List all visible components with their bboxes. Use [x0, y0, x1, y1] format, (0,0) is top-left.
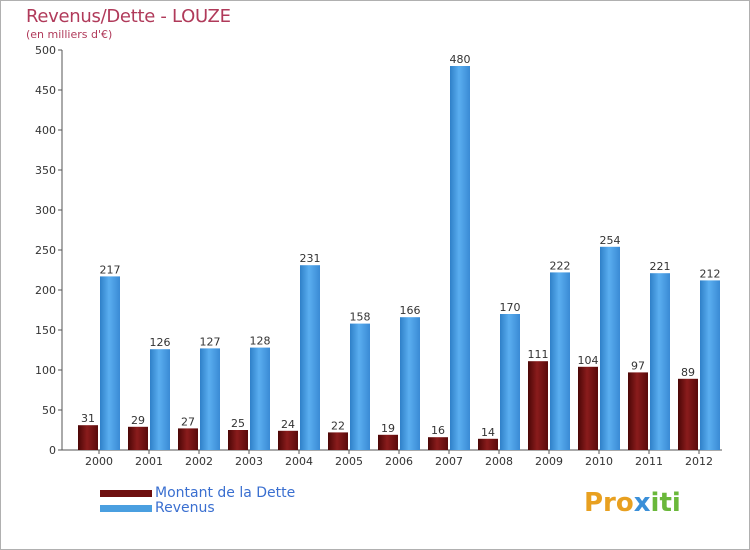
x-tick-label: 2007	[435, 455, 463, 468]
debt-bar-label: 19	[381, 422, 395, 435]
debt-bar-label: 27	[181, 415, 195, 428]
debt-bar	[278, 430, 298, 450]
legend-label-debt: Montant de la Dette	[155, 485, 296, 501]
debt-bar	[628, 372, 648, 450]
legend-swatch-revenue	[100, 504, 152, 512]
debt-bar	[528, 361, 548, 450]
debt-bar-label: 24	[281, 418, 295, 431]
revenue-bar	[450, 66, 470, 450]
chart-subtitle: (en milliers d'€)	[26, 28, 113, 41]
revenue-bar	[650, 273, 670, 450]
debt-bar-label: 89	[681, 366, 695, 379]
revenue-bar	[300, 265, 320, 450]
debt-bar-label: 104	[578, 354, 599, 367]
revenue-bar	[400, 317, 420, 450]
x-tick-label: 2004	[285, 455, 313, 468]
debt-bar-label: 31	[81, 412, 95, 425]
y-tick-label: 0	[49, 444, 56, 457]
y-tick-label: 50	[42, 404, 56, 417]
revenue-bar	[700, 280, 720, 450]
y-tick-label: 450	[35, 84, 56, 97]
debt-bar	[178, 428, 198, 450]
legend-swatch-debt	[100, 489, 152, 497]
x-tick-label: 2011	[635, 455, 663, 468]
y-tick-label: 100	[35, 364, 56, 377]
y-tick-label: 200	[35, 284, 56, 297]
y-tick-label: 250	[35, 244, 56, 257]
revenue-bar-label: 127	[200, 335, 221, 348]
debt-bar-label: 29	[131, 414, 145, 427]
y-tick-label: 350	[35, 164, 56, 177]
revenue-bar	[600, 246, 620, 450]
debt-bar	[328, 432, 348, 450]
debt-bar	[128, 426, 148, 450]
revenue-bar-label: 128	[250, 335, 271, 348]
revenue-bar-label: 158	[350, 311, 371, 324]
revenue-bar	[500, 314, 520, 450]
legend-item-revenue: Revenus	[100, 500, 215, 516]
legend-item-debt: Montant de la Dette	[100, 485, 295, 501]
debt-bar-label: 16	[431, 424, 445, 437]
debt-bar-label: 111	[528, 348, 549, 361]
debt-bar	[428, 437, 448, 450]
x-tick-label: 2003	[235, 455, 263, 468]
debt-bar-label: 25	[231, 417, 245, 430]
revenue-bar-label: 480	[450, 53, 471, 66]
y-tick-label: 500	[35, 44, 56, 57]
debt-bar	[678, 378, 698, 450]
revenue-bar	[200, 348, 220, 450]
revenue-bar-label: 222	[550, 259, 571, 272]
debt-bar-label: 97	[631, 359, 645, 372]
revenue-bar-label: 212	[700, 267, 721, 280]
revenue-bar-label: 126	[150, 336, 171, 349]
x-tick-label: 2001	[135, 455, 163, 468]
x-tick-label: 2000	[85, 455, 113, 468]
debt-bar-label: 22	[331, 419, 345, 432]
legend-label-revenue: Revenus	[155, 500, 215, 516]
y-tick-label: 300	[35, 204, 56, 217]
debt-bar	[228, 430, 248, 450]
revenue-bar	[250, 347, 270, 450]
revenue-bar-label: 231	[300, 252, 321, 265]
x-tick-label: 2012	[685, 455, 713, 468]
y-tick-label: 400	[35, 124, 56, 137]
x-tick-label: 2005	[335, 455, 363, 468]
debt-bar	[578, 366, 598, 450]
chart-title: Revenus/Dette - LOUZE	[26, 6, 231, 27]
x-tick-label: 2006	[385, 455, 413, 468]
debt-bar-label: 14	[481, 426, 495, 439]
revenue-bar	[350, 323, 370, 450]
x-tick-label: 2010	[585, 455, 613, 468]
revenue-bar-label: 217	[100, 263, 121, 276]
revenue-bar-label: 221	[650, 260, 671, 273]
y-tick-label: 150	[35, 324, 56, 337]
revenue-bar	[150, 349, 170, 450]
revenue-bar-label: 254	[600, 234, 621, 247]
debt-bar	[478, 438, 498, 450]
revenue-bar-label: 170	[500, 301, 521, 314]
x-tick-label: 2009	[535, 455, 563, 468]
revenue-bar-label: 166	[400, 304, 421, 317]
debt-bar	[378, 434, 398, 450]
revenue-bar	[100, 276, 120, 450]
proxiti-logo: Proxiti	[584, 488, 681, 518]
x-tick-label: 2008	[485, 455, 513, 468]
x-tick-label: 2002	[185, 455, 213, 468]
revenue-bar	[550, 272, 570, 450]
debt-bar	[78, 425, 98, 450]
